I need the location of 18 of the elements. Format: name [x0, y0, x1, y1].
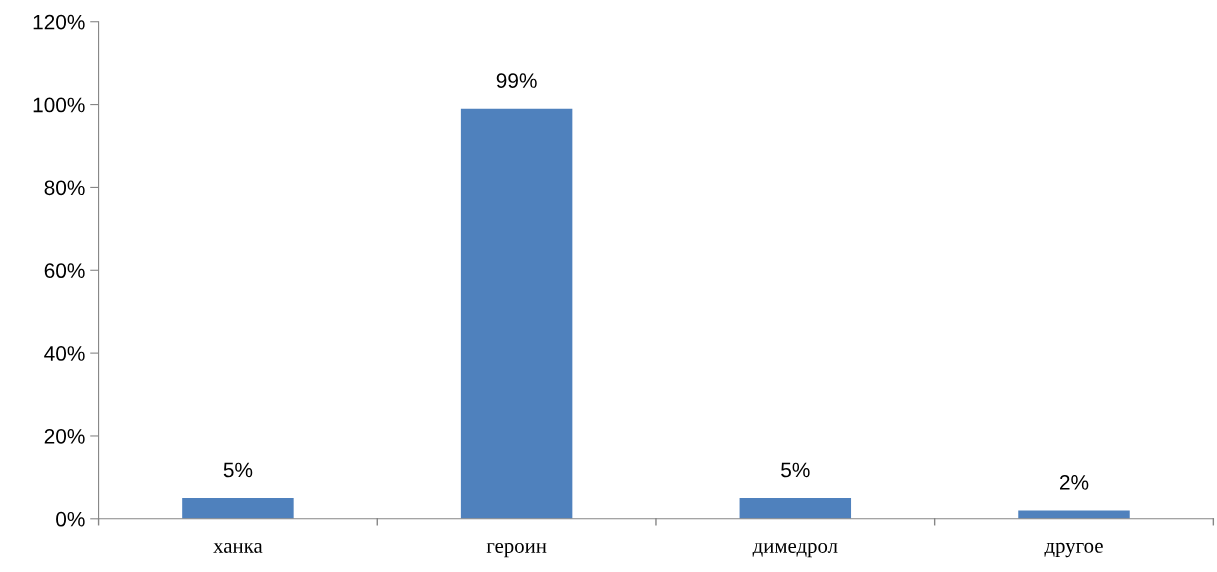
- y-tick-label: 80%: [44, 180, 85, 196]
- data-label: 99%: [496, 73, 537, 88]
- data-label: 5%: [781, 462, 810, 478]
- y-tick-label: 60%: [44, 263, 85, 279]
- x-tick-label: героин: [486, 542, 547, 558]
- bar: [739, 498, 852, 519]
- bar: [460, 108, 573, 519]
- data-label: 5%: [223, 462, 253, 478]
- data-label: 2%: [1060, 474, 1089, 490]
- y-tick-label: 100%: [33, 97, 85, 113]
- y-tick-label: 0%: [56, 511, 85, 527]
- x-tick-label: ханка: [213, 542, 263, 553]
- y-tick-label: 120%: [33, 14, 85, 30]
- bar: [182, 498, 294, 519]
- y-tick-label: 20%: [44, 428, 85, 444]
- x-tick-label: димедрол: [752, 542, 838, 558]
- x-tick-label: другое: [1044, 542, 1103, 558]
- y-tick-label: 40%: [44, 346, 85, 361]
